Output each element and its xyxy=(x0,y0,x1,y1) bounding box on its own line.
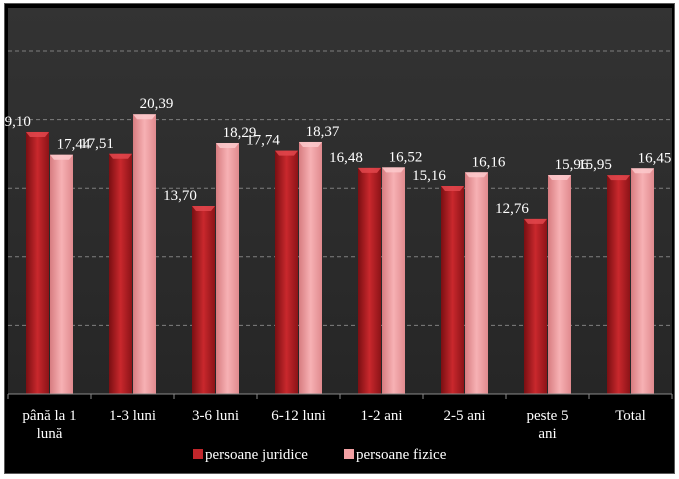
bar-top-bevel xyxy=(50,154,73,160)
x-tick-label: 1-2 ani xyxy=(360,408,402,424)
bar-top-bevel xyxy=(631,168,654,174)
bar-persoane-fizice xyxy=(548,175,571,394)
bar-persoane-fizice xyxy=(133,114,156,394)
bar-persoane-juridice xyxy=(524,218,547,394)
x-tick-label: până la 1 lună xyxy=(22,408,76,442)
bar-persoane-juridice xyxy=(275,150,298,394)
bar-top-bevel xyxy=(358,167,381,173)
legend-label-persoane-fizice: persoane fizice xyxy=(356,447,447,463)
bar-persoane-juridice xyxy=(358,167,381,394)
bar-top-bevel xyxy=(441,186,464,192)
bar-top-bevel xyxy=(26,131,49,137)
bar-top-bevel xyxy=(133,114,156,120)
bar-top-bevel xyxy=(109,153,132,159)
data-label: 15,96 xyxy=(555,157,589,173)
bar-persoane-juridice xyxy=(109,153,132,394)
plot-area xyxy=(8,8,672,394)
bar-top-bevel xyxy=(216,143,239,149)
legend: persoane juridice persoane fizice xyxy=(193,447,447,463)
data-label: 15,95 xyxy=(578,157,612,173)
data-label: 16,48 xyxy=(329,150,363,166)
bar-persoane-fizice xyxy=(465,172,488,394)
bars xyxy=(26,114,654,394)
bar-persoane-juridice xyxy=(607,175,630,394)
bar-persoane-fizice xyxy=(216,143,239,394)
bar-persoane-fizice xyxy=(50,154,73,394)
bar-top-bevel xyxy=(607,175,630,181)
bar-top-bevel xyxy=(548,175,571,181)
bar-top-bevel xyxy=(275,150,298,156)
bar-top-bevel xyxy=(524,218,547,224)
legend-swatch-persoane-juridice xyxy=(193,449,203,459)
legend-label-persoane-juridice: persoane juridice xyxy=(205,447,308,463)
x-tick-label: peste 5 ani xyxy=(526,408,568,442)
bar-persoane-fizice xyxy=(382,167,405,394)
bar-top-bevel xyxy=(299,141,322,147)
data-label: 17,51 xyxy=(80,136,114,152)
x-axis: până la 1 lună 1-3 luni 3-6 luni 6-12 luni 1-… xyxy=(7,394,673,442)
bar-persoane-fizice xyxy=(299,141,322,394)
bar-top-bevel xyxy=(465,172,488,178)
legend-swatch-persoane-fizice xyxy=(344,449,354,459)
x-tick-label: 1-3 luni xyxy=(109,408,156,424)
data-label: 12,76 xyxy=(495,201,529,217)
data-label: 17,74 xyxy=(246,133,280,149)
x-tick-label: Total xyxy=(615,408,646,424)
bar-top-bevel xyxy=(192,206,215,212)
bar-persoane-juridice xyxy=(192,206,215,394)
data-label: 19,10 xyxy=(0,114,31,130)
bar-persoane-juridice xyxy=(26,131,49,394)
data-label: 17,44 xyxy=(57,137,91,153)
bar-persoane-juridice xyxy=(441,186,464,394)
x-tick-label: 2-5 ani xyxy=(443,408,485,424)
data-label: 16,16 xyxy=(472,154,506,170)
x-tick-label: 6-12 luni xyxy=(271,408,326,424)
data-label: 16,45 xyxy=(638,150,672,166)
data-label: 18,29 xyxy=(223,125,257,141)
data-label: 13,70 xyxy=(163,188,197,204)
data-label: 18,37 xyxy=(306,124,340,140)
data-label: 20,39 xyxy=(140,96,174,112)
bar-persoane-fizice xyxy=(631,168,654,394)
data-label: 16,52 xyxy=(389,149,423,165)
bar-top-bevel xyxy=(382,167,405,173)
data-label: 15,16 xyxy=(412,168,446,184)
x-tick-label: 3-6 luni xyxy=(192,408,239,424)
